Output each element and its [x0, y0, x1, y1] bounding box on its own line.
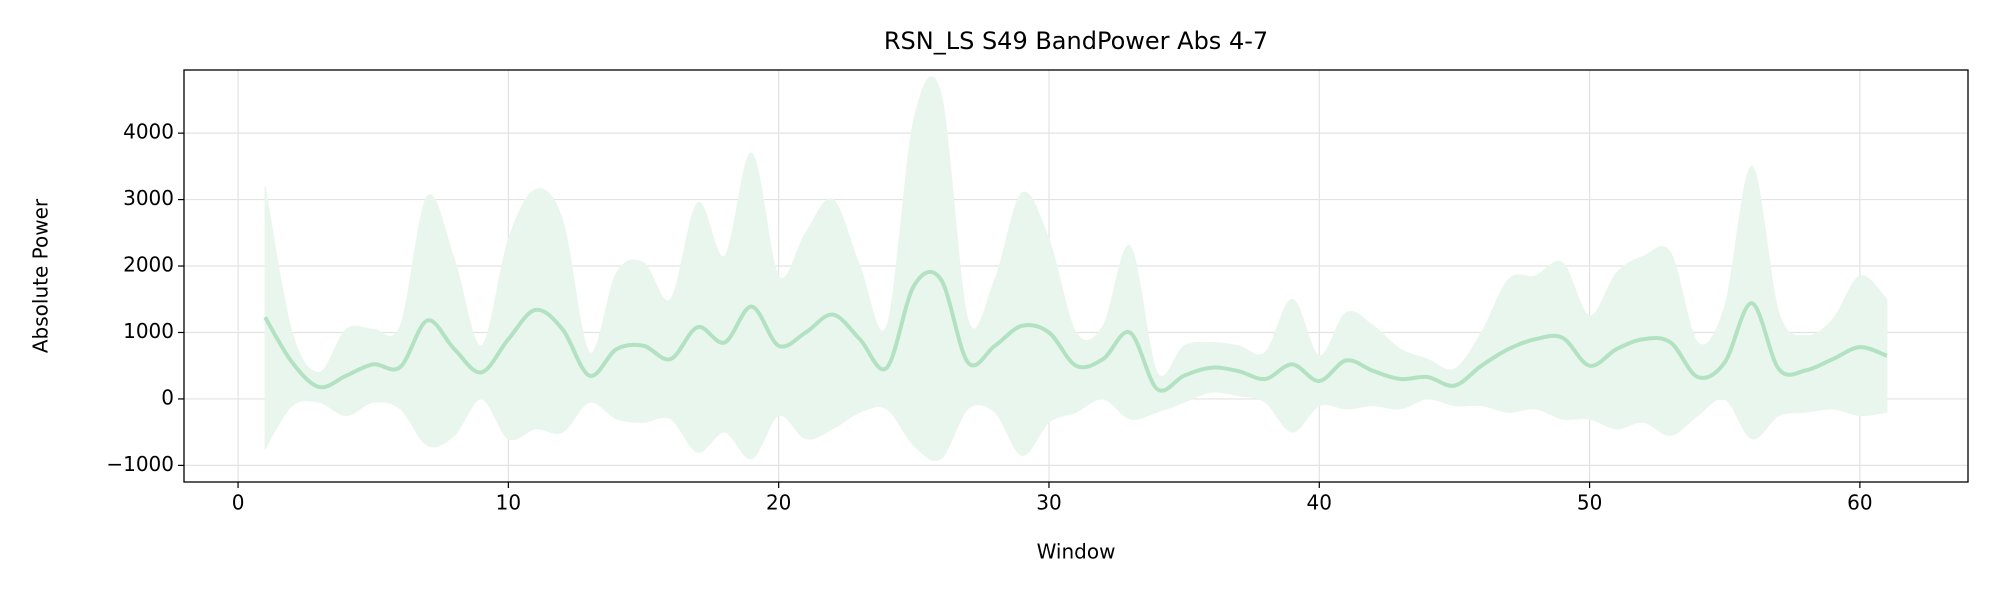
- y-tick-label: 0: [161, 385, 174, 409]
- x-axis-label: Window: [1037, 540, 1116, 564]
- x-tick-label: 30: [1036, 491, 1061, 515]
- y-tick-label: 3000: [123, 186, 174, 210]
- y-tick-label: 2000: [123, 253, 174, 277]
- x-tick-label: 60: [1847, 491, 1872, 515]
- x-tick-label: 10: [496, 491, 521, 515]
- x-tick-label: 20: [766, 491, 791, 515]
- y-tick-label: −1000: [106, 452, 174, 476]
- chart-title: RSN_LS S49 BandPower Abs 4-7: [884, 27, 1268, 55]
- plot-frame: [183, 69, 1969, 483]
- x-tick-label: 40: [1307, 491, 1332, 515]
- line: [263, 269, 1888, 393]
- x-tick-label: 50: [1577, 491, 1602, 515]
- y-axis-label: Absolute Power: [29, 198, 53, 353]
- x-tick-label: 0: [232, 491, 245, 515]
- y-tick-label: 1000: [123, 319, 174, 343]
- y-tick-label: 4000: [123, 120, 174, 144]
